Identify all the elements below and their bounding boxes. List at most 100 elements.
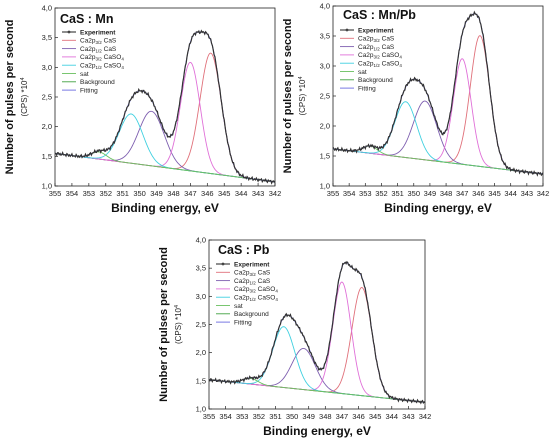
- legend-marker: [221, 262, 225, 266]
- x-tick-label: 346: [472, 189, 485, 198]
- y-tick-label: 1,0: [42, 182, 52, 191]
- legend-label: Ca2p1/2 CaSO4: [358, 61, 402, 69]
- experiment-curve: [208, 260, 426, 405]
- legend-label: Fitting: [358, 85, 376, 92]
- legend-label: Experiment: [358, 27, 394, 34]
- y-tick-label: 3,0: [42, 63, 52, 72]
- legend-label: Background: [234, 311, 269, 318]
- chart-title: CaS : Mn/Pb: [343, 8, 416, 22]
- x-tick-label: 345: [218, 189, 231, 198]
- legend-label: Experiment: [80, 29, 116, 36]
- x-tick-label: 355: [327, 189, 340, 198]
- x-tick-label: 350: [408, 189, 421, 198]
- x-tick-label: 348: [319, 412, 332, 421]
- x-tick-label: 351: [391, 189, 404, 198]
- component-peak: [54, 113, 276, 183]
- x-tick-label: 355: [49, 189, 62, 198]
- legend-label: Ca2p3/2 CaS: [358, 36, 395, 44]
- legend-label: sat: [358, 69, 367, 76]
- y-axis-unit: (CPS) *104: [174, 305, 183, 344]
- y-tick-label: 2,0: [320, 122, 330, 131]
- component-peak: [332, 101, 544, 175]
- x-tick-label: 351: [116, 189, 129, 198]
- y-axis-label: Number of pulses per second: [4, 20, 16, 175]
- legend-label: Ca2p1/2 CaSO4: [80, 63, 124, 71]
- legend-label: Ca2p3/2 CaSO4: [234, 286, 278, 294]
- x-tick-label: 342: [419, 412, 432, 421]
- x-tick-label: 353: [359, 189, 372, 198]
- y-axis-unit-exponent: 4: [20, 77, 26, 80]
- y-tick-label: 3,0: [320, 62, 330, 71]
- x-tick-label: 344: [504, 189, 517, 198]
- y-axis-label: Number of pulses per second: [282, 19, 294, 174]
- legend-label: Ca2p1/2 CaS: [358, 44, 395, 52]
- legend-marker: [345, 28, 349, 32]
- y-axis-unit: (CPS) *104: [298, 76, 307, 115]
- y-tick-label: 3,0: [196, 292, 206, 301]
- y-tick-label: 1,5: [42, 152, 52, 161]
- x-tick-label: 352: [253, 412, 266, 421]
- x-tick-label: 354: [219, 412, 232, 421]
- legend-label: Fitting: [234, 319, 252, 326]
- x-tick-label: 349: [302, 412, 315, 421]
- x-tick-label: 353: [236, 412, 249, 421]
- legend-label: Ca2p3/2 CaSO4: [358, 52, 402, 60]
- x-tick-label: 354: [66, 189, 79, 198]
- x-tick-label: 345: [488, 189, 501, 198]
- x-tick-label: 351: [269, 412, 282, 421]
- x-tick-label: 354: [343, 189, 356, 198]
- y-tick-label: 2,5: [320, 92, 330, 101]
- legend-label: Ca2p3/2 CaS: [234, 270, 271, 278]
- chart-panel-0: 355 354 353 352 351 350 349 348 347 346 345 344 343 3…: [4, 4, 281, 216]
- x-tick-label: 348: [440, 189, 453, 198]
- x-tick-label: 347: [184, 189, 197, 198]
- x-tick-label: 349: [150, 189, 163, 198]
- x-axis-label: Binding energy, eV: [263, 424, 371, 438]
- x-tick-label: 350: [133, 189, 146, 198]
- y-tick-label: 1,0: [196, 405, 206, 414]
- legend-label: Background: [358, 77, 393, 84]
- legend-label: Background: [80, 79, 115, 86]
- x-tick-label: 344: [235, 189, 248, 198]
- x-tick-label: 347: [336, 412, 349, 421]
- legend-label: sat: [80, 71, 89, 78]
- component-peak: [54, 110, 276, 183]
- legend-marker: [67, 30, 71, 34]
- chart-panel-1: 355 354 353 352 351 350 349 348 347 346 345 344 343 3…: [282, 2, 549, 216]
- y-tick-label: 1,5: [196, 376, 206, 385]
- x-tick-label: 343: [402, 412, 415, 421]
- x-axis-label: Binding energy, eV: [384, 201, 492, 215]
- x-tick-label: 353: [83, 189, 96, 198]
- y-axis-unit-exponent: 4: [174, 305, 180, 308]
- x-tick-label: 343: [521, 189, 534, 198]
- x-tick-label: 349: [424, 189, 437, 198]
- x-tick-label: 350: [286, 412, 299, 421]
- legend-label: Ca2p1/2 CaS: [234, 278, 271, 286]
- y-tick-label: 2,5: [196, 320, 206, 329]
- y-tick-label: 4,0: [320, 2, 330, 11]
- legend-label: sat: [234, 303, 243, 310]
- x-tick-label: 352: [375, 189, 388, 198]
- x-tick-label: 346: [352, 412, 365, 421]
- y-tick-label: 4,0: [42, 4, 52, 13]
- experiment-curve: [54, 29, 276, 185]
- y-tick-label: 2,0: [42, 122, 52, 131]
- x-axis-label: Binding energy, eV: [111, 201, 219, 215]
- legend-label: Ca2p1/2 CaS: [80, 46, 117, 54]
- component-peak: [332, 58, 544, 175]
- x-tick-label: 355: [203, 412, 216, 421]
- legend-label: Fitting: [80, 87, 98, 94]
- experiment-curve: [332, 10, 544, 177]
- y-tick-label: 3,5: [196, 264, 206, 273]
- x-tick-label: 348: [167, 189, 180, 198]
- legend-label: Ca2p3/2 CaS: [80, 38, 117, 46]
- y-tick-label: 3,5: [320, 32, 330, 41]
- legend-label: Ca2p3/2 CaSO4: [80, 54, 124, 62]
- x-tick-label: 346: [201, 189, 214, 198]
- legend-label: Ca2p1/2 CaSO4: [234, 295, 278, 303]
- y-tick-label: 4,0: [196, 236, 206, 245]
- component-peak: [332, 100, 544, 175]
- chart-panel-2: 355 354 353 352 351 350 349 348 347 346 345 344 343 3…: [158, 236, 431, 439]
- chart-title: CaS : Mn: [60, 12, 113, 26]
